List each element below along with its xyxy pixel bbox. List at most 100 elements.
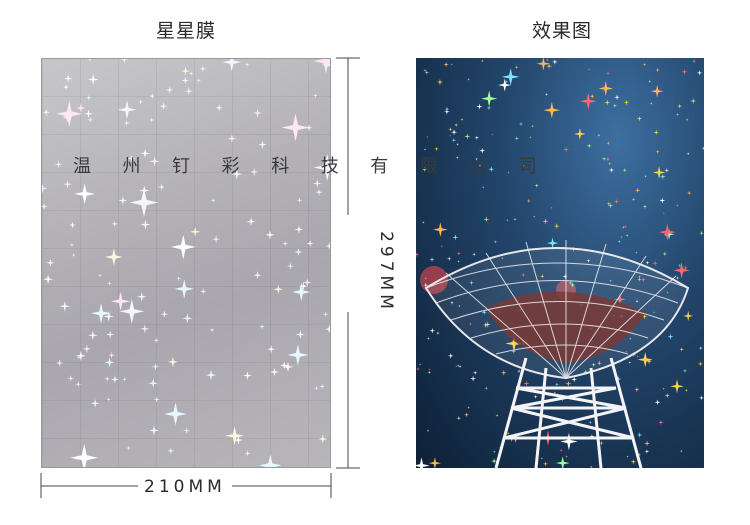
sparkle xyxy=(104,376,110,382)
sparkle xyxy=(164,402,188,426)
sparkle xyxy=(464,133,471,140)
sparkle xyxy=(153,337,160,344)
sparkle xyxy=(569,282,576,288)
sparkle xyxy=(542,461,549,467)
sparkle xyxy=(626,455,630,459)
sparkle xyxy=(454,122,459,128)
sparkle xyxy=(181,66,190,76)
effect-image xyxy=(416,58,704,468)
sparkle xyxy=(75,350,87,362)
sparkle xyxy=(119,298,145,324)
sparkle xyxy=(433,222,448,237)
sparkle xyxy=(478,164,482,168)
sparkle xyxy=(303,278,312,287)
sparkle xyxy=(681,68,688,75)
watermark-char: 技 xyxy=(320,156,339,177)
sparkle xyxy=(448,134,452,138)
sparkle xyxy=(199,65,207,73)
sparkle xyxy=(449,300,454,305)
sparkle xyxy=(659,197,666,204)
sparkle xyxy=(606,141,611,146)
sparkle xyxy=(176,276,182,281)
sparkle xyxy=(181,76,189,85)
sparkle xyxy=(637,452,642,458)
sparkle xyxy=(287,344,309,366)
sparkle xyxy=(149,156,160,167)
sparkle xyxy=(608,162,612,166)
star-film-image xyxy=(41,58,331,468)
sparkle xyxy=(513,217,517,222)
sparkle xyxy=(514,65,519,70)
sparkle xyxy=(598,440,604,446)
sparkle xyxy=(325,242,330,251)
sparkle xyxy=(231,168,243,180)
sparkle xyxy=(209,327,215,333)
sparkle xyxy=(684,388,689,392)
sparkle xyxy=(606,71,610,76)
sparkle xyxy=(90,303,112,324)
sparkle xyxy=(105,248,123,266)
sparkle xyxy=(492,450,496,454)
sparkle xyxy=(673,262,690,279)
sparkle xyxy=(604,99,611,106)
sparkle xyxy=(87,59,93,62)
sparkle xyxy=(634,251,638,255)
sparkle xyxy=(210,198,216,203)
sparkle xyxy=(225,426,245,446)
sparkle xyxy=(416,457,430,468)
sparkle xyxy=(546,63,553,70)
sparkle xyxy=(506,218,509,222)
sparkle xyxy=(691,58,697,64)
sparkle xyxy=(84,109,93,119)
sparkle xyxy=(196,78,202,84)
sparkle xyxy=(470,375,477,382)
sparkle xyxy=(444,108,450,115)
sparkle xyxy=(148,425,160,436)
sparkle xyxy=(636,115,643,122)
sparkle xyxy=(645,260,650,265)
sparkle xyxy=(565,380,572,387)
sparkle xyxy=(613,293,627,306)
sparkle xyxy=(501,257,504,260)
sparkle xyxy=(622,168,627,173)
sparkle xyxy=(318,434,328,444)
sparkle xyxy=(498,78,512,92)
sparkle xyxy=(601,156,607,162)
sparkle xyxy=(167,447,175,455)
sparkle xyxy=(662,387,665,390)
sparkle xyxy=(54,160,63,169)
sparkle xyxy=(658,419,664,426)
sparkle xyxy=(545,58,550,62)
sparkle xyxy=(253,271,262,280)
sparkle xyxy=(267,345,276,354)
sparkle xyxy=(659,173,666,180)
sparkle xyxy=(655,67,660,73)
sparkle xyxy=(456,415,462,421)
sparkle xyxy=(652,166,666,179)
sparkle xyxy=(636,355,639,358)
sparkle xyxy=(416,366,421,371)
sparkle xyxy=(644,175,647,178)
sparkle xyxy=(69,221,76,229)
sparkle xyxy=(252,108,263,118)
sparkle xyxy=(476,103,483,110)
sparkle xyxy=(127,154,136,163)
sparkle xyxy=(158,183,166,191)
sparkle xyxy=(424,277,428,280)
sparkle xyxy=(426,336,431,341)
sparkle xyxy=(464,412,470,418)
sparkle xyxy=(546,237,559,249)
sparkle xyxy=(118,195,128,206)
sparkle xyxy=(467,406,471,410)
sparkle xyxy=(294,247,303,257)
sparkle xyxy=(540,457,544,460)
sparkle xyxy=(148,378,158,389)
sparkle xyxy=(698,346,703,350)
sparkle xyxy=(523,380,530,387)
sparkle xyxy=(87,116,94,123)
sparkle xyxy=(424,70,430,75)
sparkle xyxy=(679,347,684,352)
sparkle xyxy=(292,282,311,302)
sparkle xyxy=(174,279,194,299)
sparkle xyxy=(653,129,659,136)
